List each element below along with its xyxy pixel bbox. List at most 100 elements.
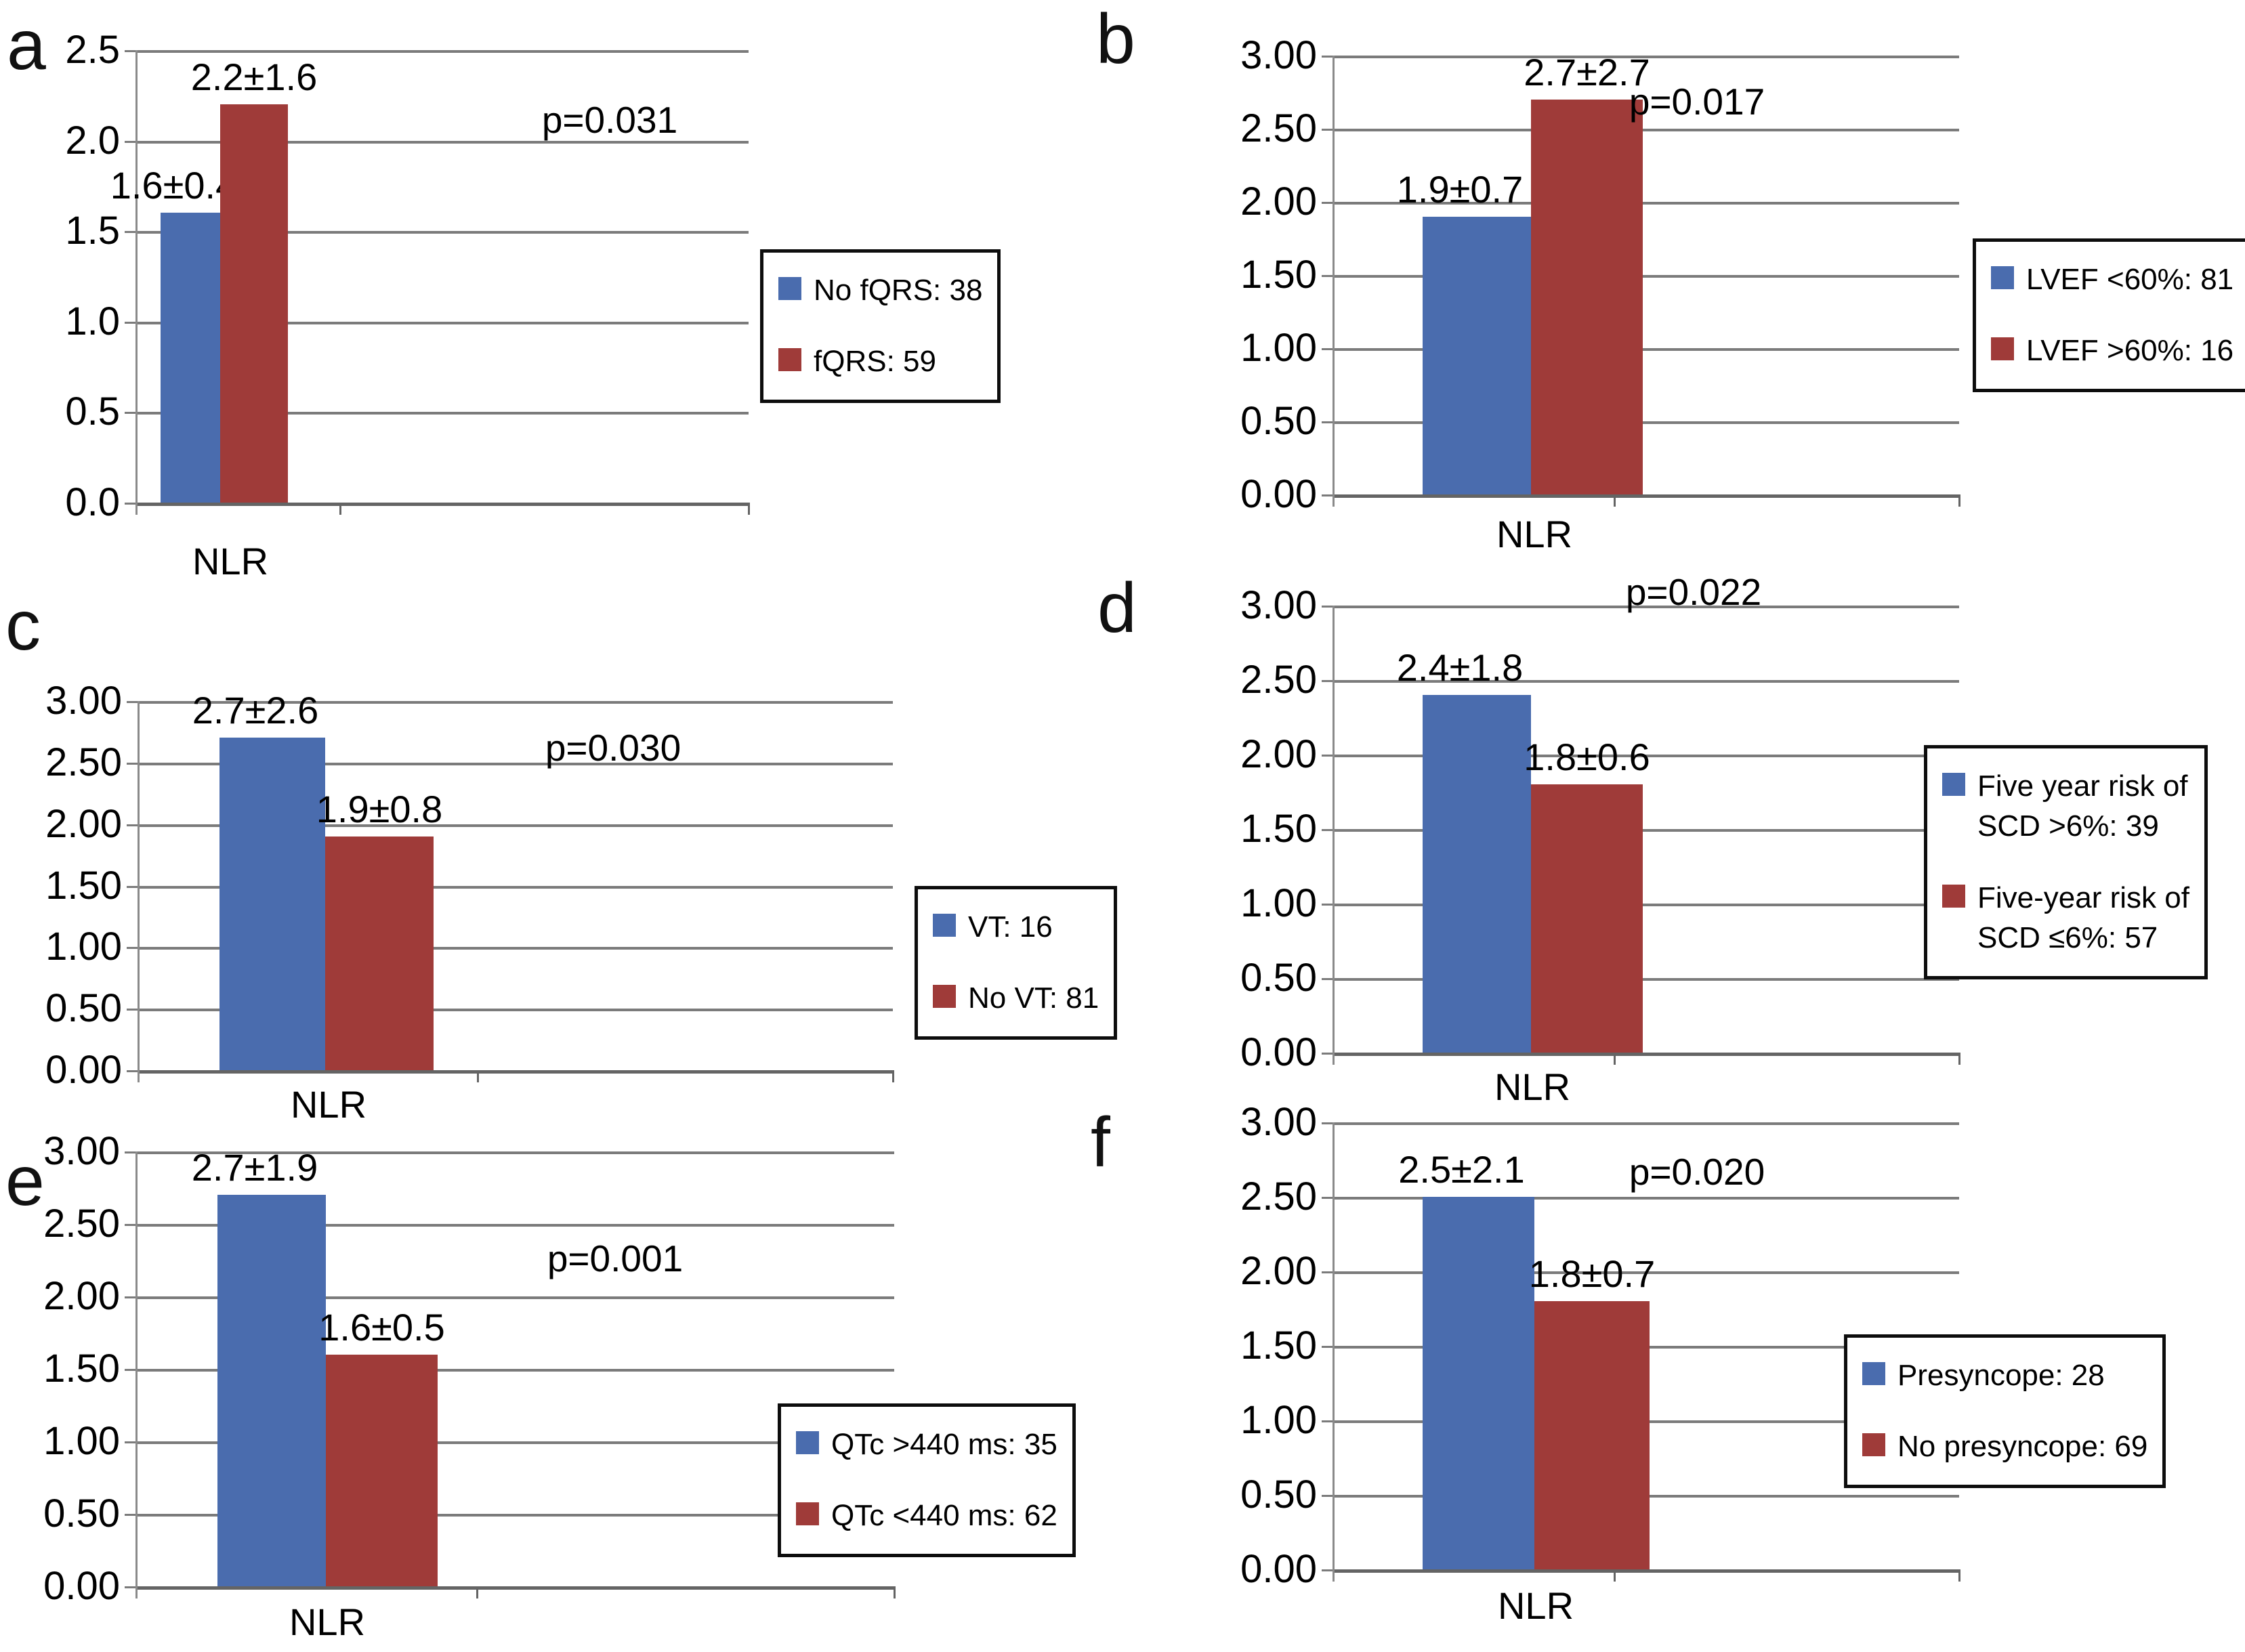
y-tick-mark bbox=[1322, 1420, 1333, 1422]
bar-group1 bbox=[1423, 217, 1531, 494]
legend-swatch-red-icon bbox=[1991, 337, 2014, 361]
legend-entry: QTc <440 ms: 62 bbox=[796, 1496, 1057, 1535]
gridline bbox=[135, 1296, 894, 1299]
y-tick-label: 1.50 bbox=[43, 1347, 120, 1391]
y-axis-line bbox=[138, 701, 140, 1082]
y-tick-label: 2.50 bbox=[1240, 658, 1317, 702]
y-tick-mark bbox=[125, 1369, 135, 1371]
bar-value-label: 1.9±0.7 bbox=[1396, 168, 1524, 211]
y-tick-label: 1.00 bbox=[43, 1419, 120, 1463]
legend-entry-label: Presyncope: 28 bbox=[1897, 1359, 2105, 1392]
y-tick-label: 1.50 bbox=[45, 864, 122, 908]
y-tick-label: 1.50 bbox=[1240, 807, 1317, 851]
gridline bbox=[1333, 978, 1959, 981]
y-tick-mark bbox=[1322, 829, 1333, 831]
y-tick-mark bbox=[127, 1009, 138, 1011]
gridline bbox=[1333, 904, 1959, 906]
x-tick-mark bbox=[1614, 1569, 1616, 1582]
legend-entry-label: VT: 16 bbox=[968, 910, 1053, 944]
bar-group1 bbox=[1423, 1197, 1534, 1569]
legend-swatch-blue-icon bbox=[778, 277, 801, 300]
y-tick-mark bbox=[1322, 1346, 1333, 1348]
x-axis-label: NLR bbox=[1494, 1065, 1571, 1108]
panel-letter: b bbox=[1096, 0, 1135, 79]
p-value-label: p=0.017 bbox=[1629, 81, 1765, 123]
y-axis-line bbox=[135, 50, 138, 515]
legend-entry-label: LVEF >60%: 16 bbox=[2026, 334, 2234, 368]
legend-swatch-red-icon bbox=[933, 985, 956, 1009]
y-tick-label: 0.0 bbox=[65, 480, 120, 524]
plot-area: 3.00 2.50 2.00 1.50 1.00 0.50 0.00 2.4±1.8 1.8±0… bbox=[1240, 584, 1960, 1074]
gridline bbox=[135, 1224, 894, 1227]
gridline bbox=[1333, 1122, 1959, 1125]
y-tick-mark bbox=[1322, 202, 1333, 204]
y-tick-label: 3.00 bbox=[45, 679, 122, 723]
gridline bbox=[138, 1009, 893, 1011]
y-tick-label: 1.0 bbox=[65, 299, 120, 343]
gridline bbox=[138, 824, 893, 827]
x-axis-label: NLR bbox=[289, 1601, 366, 1643]
plot-area: 3.00 2.50 2.00 1.50 1.00 0.50 0.00 2.5±2.1 1.8±0… bbox=[1240, 1101, 1960, 1591]
y-tick-label: 1.50 bbox=[1240, 253, 1317, 297]
gridline bbox=[1333, 1346, 1959, 1349]
bar-group1 bbox=[161, 213, 220, 503]
x-tick-mark bbox=[1958, 1569, 1960, 1582]
plot-area: 3.00 2.50 2.00 1.50 1.00 0.50 0.00 2.7±1.9 1.6±0… bbox=[43, 1130, 896, 1608]
y-tick-label: 2.00 bbox=[1240, 1249, 1317, 1293]
legend-entry: No fQRS: 38 bbox=[778, 270, 982, 310]
y-tick-label: 2.00 bbox=[43, 1274, 120, 1318]
legend-entry: VT: 16 bbox=[933, 907, 1099, 947]
gridline bbox=[1333, 275, 1959, 278]
legend-entry: fQRS: 59 bbox=[778, 341, 982, 381]
y-tick-label: 2.00 bbox=[45, 802, 122, 846]
legend-box: Five year risk of SCD >6%: 39 Five-year … bbox=[1924, 745, 2208, 979]
y-tick-mark bbox=[1322, 275, 1333, 277]
legend-entry: No VT: 81 bbox=[933, 978, 1099, 1018]
y-tick-mark bbox=[127, 1070, 138, 1072]
y-tick-label: 0.00 bbox=[45, 1048, 122, 1092]
bar-value-label: 2.2±1.6 bbox=[190, 56, 318, 98]
x-tick-mark bbox=[1614, 1053, 1616, 1065]
legend-entry: QTc >440 ms: 35 bbox=[796, 1424, 1057, 1464]
x-tick-mark bbox=[1614, 494, 1616, 507]
y-tick-mark bbox=[125, 322, 135, 324]
gridline bbox=[135, 1441, 894, 1444]
gridline bbox=[135, 141, 749, 144]
legend-entry-label: Five year risk of SCD >6%: 39 bbox=[1977, 769, 2188, 843]
y-tick-mark bbox=[1322, 1053, 1333, 1055]
legend-swatch-red-icon bbox=[1862, 1433, 1885, 1457]
p-value-label: p=0.001 bbox=[547, 1237, 684, 1279]
legend-swatch-red-icon bbox=[796, 1502, 819, 1526]
bar-group2 bbox=[326, 1355, 438, 1586]
legend-entry-label: Five-year risk of SCD ≤6%: 57 bbox=[1977, 881, 2189, 955]
x-axis-label: NLR bbox=[1497, 1584, 1574, 1627]
gridline bbox=[1333, 829, 1959, 832]
y-tick-label: 0.50 bbox=[1240, 399, 1317, 443]
x-axis-label: NLR bbox=[1496, 513, 1573, 555]
x-axis-line bbox=[138, 1070, 893, 1074]
y-axis-line bbox=[135, 1151, 138, 1598]
legend-entry: No presyncope: 69 bbox=[1862, 1426, 2147, 1466]
x-tick-mark bbox=[1958, 1053, 1960, 1065]
y-tick-label: 3.00 bbox=[1240, 583, 1317, 627]
legend-entry-label: QTc <440 ms: 62 bbox=[831, 1499, 1057, 1533]
panel-letter: e bbox=[5, 1142, 45, 1221]
bar-group1 bbox=[1423, 695, 1531, 1053]
legend-swatch-red-icon bbox=[1942, 884, 1965, 908]
x-axis-label: NLR bbox=[290, 1083, 367, 1126]
gridline bbox=[1333, 56, 1959, 58]
y-tick-mark bbox=[125, 1586, 135, 1588]
plot-area: 2.5 2.0 1.5 1.0 0.5 0.0 1.6±0.4 2.2±1.6 bbox=[65, 28, 750, 524]
y-tick-mark bbox=[125, 1514, 135, 1516]
gridline bbox=[1333, 348, 1959, 351]
y-tick-label: 2.0 bbox=[65, 119, 120, 163]
x-axis-line bbox=[1333, 1569, 1959, 1573]
x-tick-mark bbox=[1958, 494, 1960, 507]
gridline bbox=[1333, 1495, 1959, 1498]
legend-swatch-blue-icon bbox=[1942, 773, 1965, 796]
bar-value-label: 1.6±0.5 bbox=[318, 1306, 445, 1349]
y-tick-mark bbox=[127, 824, 138, 826]
legend-box: QTc >440 ms: 35 QTc <440 ms: 62 bbox=[778, 1403, 1076, 1557]
y-tick-mark bbox=[125, 1296, 135, 1298]
